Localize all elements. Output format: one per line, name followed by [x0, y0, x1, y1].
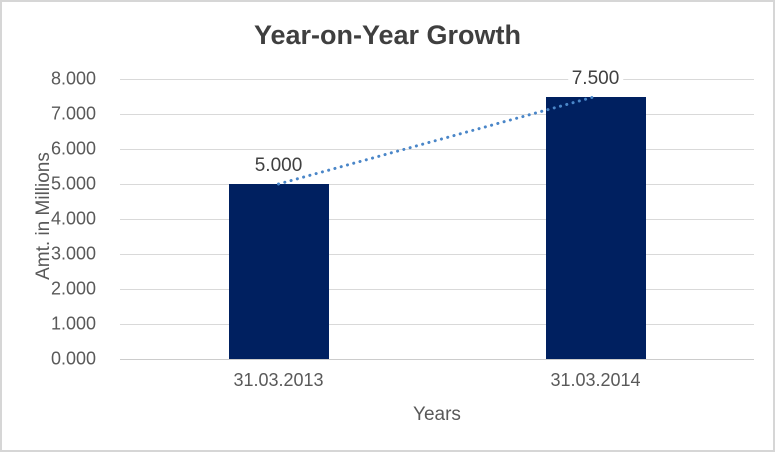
bar [545, 96, 646, 359]
x-tick-label: 31.03.2013 [233, 370, 324, 390]
y-tick-label: 5.000 [50, 173, 96, 194]
bar [228, 184, 329, 359]
plot-area: 5.000 7.500 [120, 68, 754, 360]
y-tick-label: 8.000 [50, 68, 96, 89]
x-axis-line [120, 358, 754, 360]
x-tick-label: 31.03.2014 [550, 370, 641, 390]
y-tick-label: 7.000 [50, 103, 96, 124]
gridline [120, 323, 754, 325]
y-tick-label: 2.000 [50, 278, 96, 299]
gridline [120, 253, 754, 255]
gridline [120, 113, 754, 115]
data-label: 7.500 [567, 68, 624, 90]
y-tick-label: 1.000 [50, 313, 96, 334]
data-label: 5.000 [250, 155, 307, 177]
trendline-layer [277, 95, 597, 186]
y-tick-label: 0.000 [50, 348, 96, 369]
gridline [120, 148, 754, 150]
trendline [277, 95, 597, 186]
y-tick-label: 6.000 [50, 138, 96, 159]
gridline [120, 183, 754, 185]
gridline [120, 218, 754, 220]
gridline [120, 288, 754, 290]
x-axis-title: Years [413, 404, 461, 425]
y-tick-label: 3.000 [50, 243, 96, 264]
y-tick-label: 4.000 [50, 208, 96, 229]
gridline [120, 78, 754, 80]
chart-title: Year-on-Year Growth [253, 20, 522, 50]
